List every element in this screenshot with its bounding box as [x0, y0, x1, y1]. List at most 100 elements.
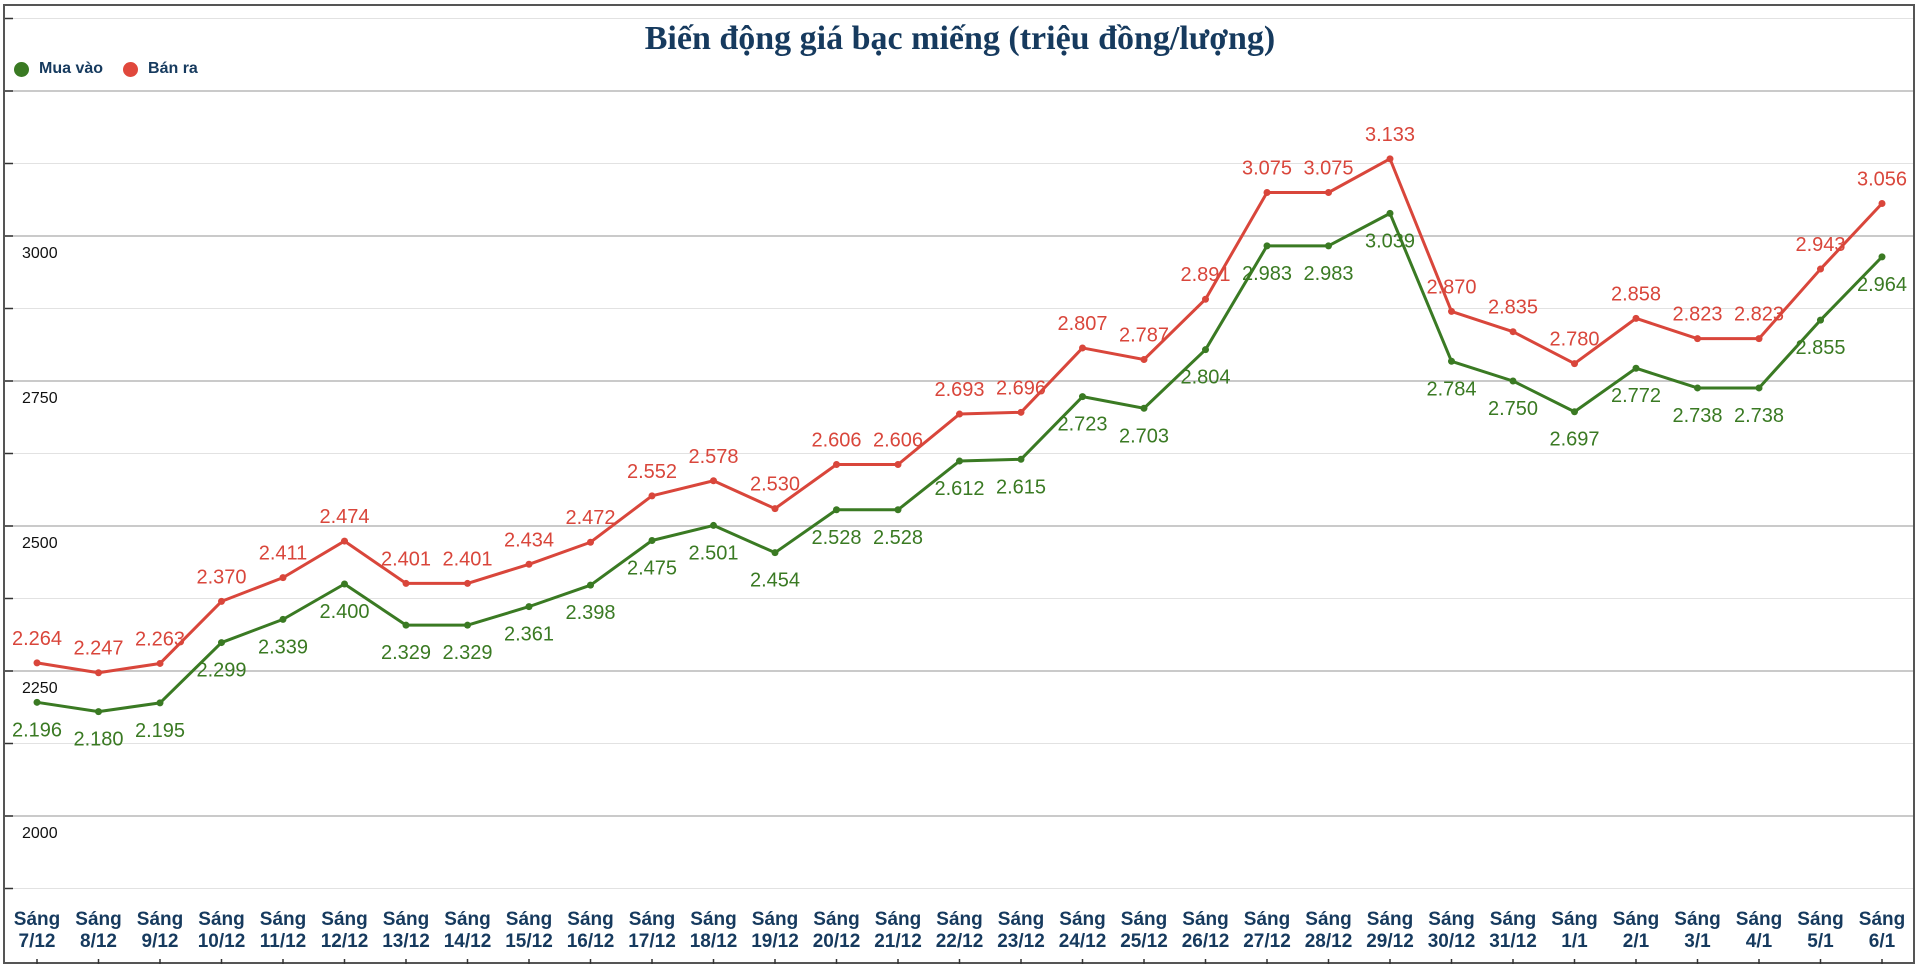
data-point [1571, 408, 1578, 416]
data-point [771, 549, 779, 557]
data-point [1694, 335, 1701, 343]
data-label: 2.807 [1057, 313, 1107, 335]
data-point [1263, 242, 1271, 250]
data-label: 2.475 [627, 558, 677, 580]
y-tick-label: 2250 [22, 680, 58, 697]
data-label: 2.578 [688, 446, 738, 468]
data-point [1202, 346, 1209, 354]
data-label: 2.180 [73, 729, 123, 751]
data-label: 2.772 [1611, 385, 1661, 407]
data-label: 2.738 [1672, 405, 1722, 427]
data-label: 2.870 [1426, 276, 1476, 298]
x-tick-label: Sáng 14/12 [444, 909, 492, 952]
data-point [1140, 404, 1148, 412]
x-tick-label: Sáng 13/12 [382, 909, 430, 952]
legend-item-ban-ra: Bán ra [123, 60, 198, 78]
data-point [1017, 408, 1025, 416]
data-label: 2.804 [1180, 367, 1230, 389]
data-label: 2.434 [504, 529, 554, 551]
x-tick-label: Sáng 8/12 [75, 909, 121, 952]
data-point [1079, 344, 1086, 352]
data-label: 2.943 [1795, 234, 1845, 256]
x-tick-label: Sáng 22/12 [936, 909, 984, 952]
data-label: 2.263 [135, 628, 185, 650]
data-label: 2.299 [196, 660, 246, 682]
data-point [1571, 360, 1578, 368]
data-label: 2.703 [1119, 425, 1169, 447]
data-label: 2.401 [381, 548, 431, 570]
data-label: 2.398 [565, 602, 615, 624]
data-point [771, 505, 779, 513]
data-point [156, 659, 164, 667]
data-point [156, 699, 164, 707]
data-point [341, 537, 348, 545]
data-label: 2.196 [12, 719, 62, 741]
y-tick-label: 3000 [22, 245, 58, 262]
data-point [587, 581, 594, 589]
data-label: 2.983 [1303, 263, 1353, 285]
data-point [95, 708, 102, 716]
data-label: 2.696 [996, 377, 1046, 399]
data-point [1386, 209, 1394, 217]
legend-marker-ban-ra [123, 61, 139, 77]
x-tick-label: Sáng 19/12 [751, 909, 799, 952]
data-point [1448, 357, 1455, 365]
data-point [1325, 189, 1332, 196]
data-point [648, 492, 656, 500]
data-point [1755, 384, 1763, 392]
data-point [1386, 155, 1394, 163]
data-point [33, 659, 41, 667]
x-tick-label: Sáng 12/12 [321, 909, 369, 952]
data-label: 2.472 [565, 507, 615, 529]
data-point [894, 506, 902, 514]
data-label: 2.738 [1734, 405, 1784, 427]
data-label: 2.750 [1488, 398, 1538, 420]
y-tick-label: 2000 [22, 825, 58, 842]
data-label: 2.891 [1180, 264, 1230, 286]
data-label: 2.329 [442, 642, 492, 664]
data-point [1202, 295, 1209, 303]
data-point [402, 579, 410, 587]
data-point [1755, 335, 1763, 343]
data-label: 2.697 [1549, 429, 1599, 451]
data-point [464, 621, 471, 629]
data-label: 2.400 [319, 601, 369, 623]
data-label: 2.528 [811, 527, 861, 549]
data-label: 2.501 [688, 542, 738, 564]
data-label: 2.552 [627, 461, 677, 483]
data-label: 2.528 [873, 527, 923, 549]
data-point [956, 410, 963, 418]
x-tick-label: Sáng 20/12 [813, 909, 861, 952]
data-point [1017, 455, 1025, 463]
data-point [1817, 316, 1824, 324]
data-point [1509, 377, 1517, 385]
x-tick-label: Sáng 3/1 [1674, 909, 1720, 952]
legend-label-ban-ra: Bán ra [148, 60, 198, 77]
legend-marker-mua-vao [14, 61, 29, 77]
y-tick-label: 2750 [22, 390, 58, 407]
data-point [1694, 384, 1701, 392]
data-label: 3.075 [1242, 158, 1292, 180]
data-label: 2.454 [750, 570, 800, 592]
legend: Mua vào Bán ra [14, 60, 208, 78]
data-label: 2.964 [1857, 274, 1907, 296]
data-point [279, 574, 287, 582]
data-label: 2.247 [73, 638, 123, 660]
data-label: 2.195 [135, 720, 185, 742]
x-tick-label: Sáng 16/12 [567, 909, 615, 952]
data-label: 2.615 [996, 476, 1046, 498]
data-point [1817, 265, 1824, 273]
data-label: 2.855 [1795, 337, 1845, 359]
data-point [1325, 242, 1332, 250]
legend-item-mua-vao: Mua vào [14, 60, 103, 78]
data-label: 2.264 [12, 628, 62, 650]
x-tick-label: Sáng 24/12 [1059, 909, 1107, 952]
data-label: 2.329 [381, 642, 431, 664]
x-tick-label: Sáng 4/1 [1736, 909, 1782, 952]
x-tick-label: Sáng 18/12 [690, 909, 738, 952]
data-label: 3.056 [1857, 169, 1907, 191]
data-label: 3.133 [1365, 124, 1415, 146]
data-point [833, 461, 840, 469]
data-label: 2.339 [258, 636, 308, 658]
